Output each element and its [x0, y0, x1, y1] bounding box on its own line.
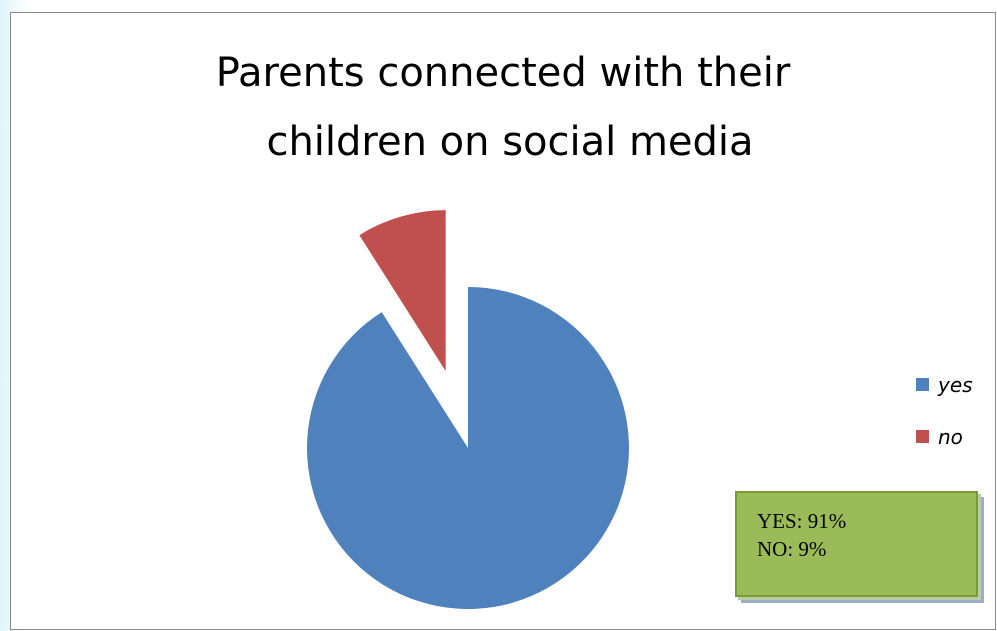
pie-slice-yes [306, 287, 629, 609]
pie-slices [306, 210, 629, 609]
legend-swatch-no [916, 430, 929, 443]
percentage-note-box: YES: 91% NO: 9% [735, 491, 978, 597]
note-yes-percent: YES: 91% [757, 509, 847, 533]
legend-label-no: no [938, 425, 963, 449]
chart-title-line-2: children on social media [266, 119, 753, 165]
legend-swatch-yes [916, 378, 929, 391]
pie-slice-no [359, 210, 446, 372]
chart-legend: yes no [916, 373, 973, 449]
note-no-percent: NO: 9% [757, 537, 827, 561]
chart-title-line-1: Parents connected with their [216, 50, 791, 96]
legend-label-yes: yes [937, 373, 973, 397]
